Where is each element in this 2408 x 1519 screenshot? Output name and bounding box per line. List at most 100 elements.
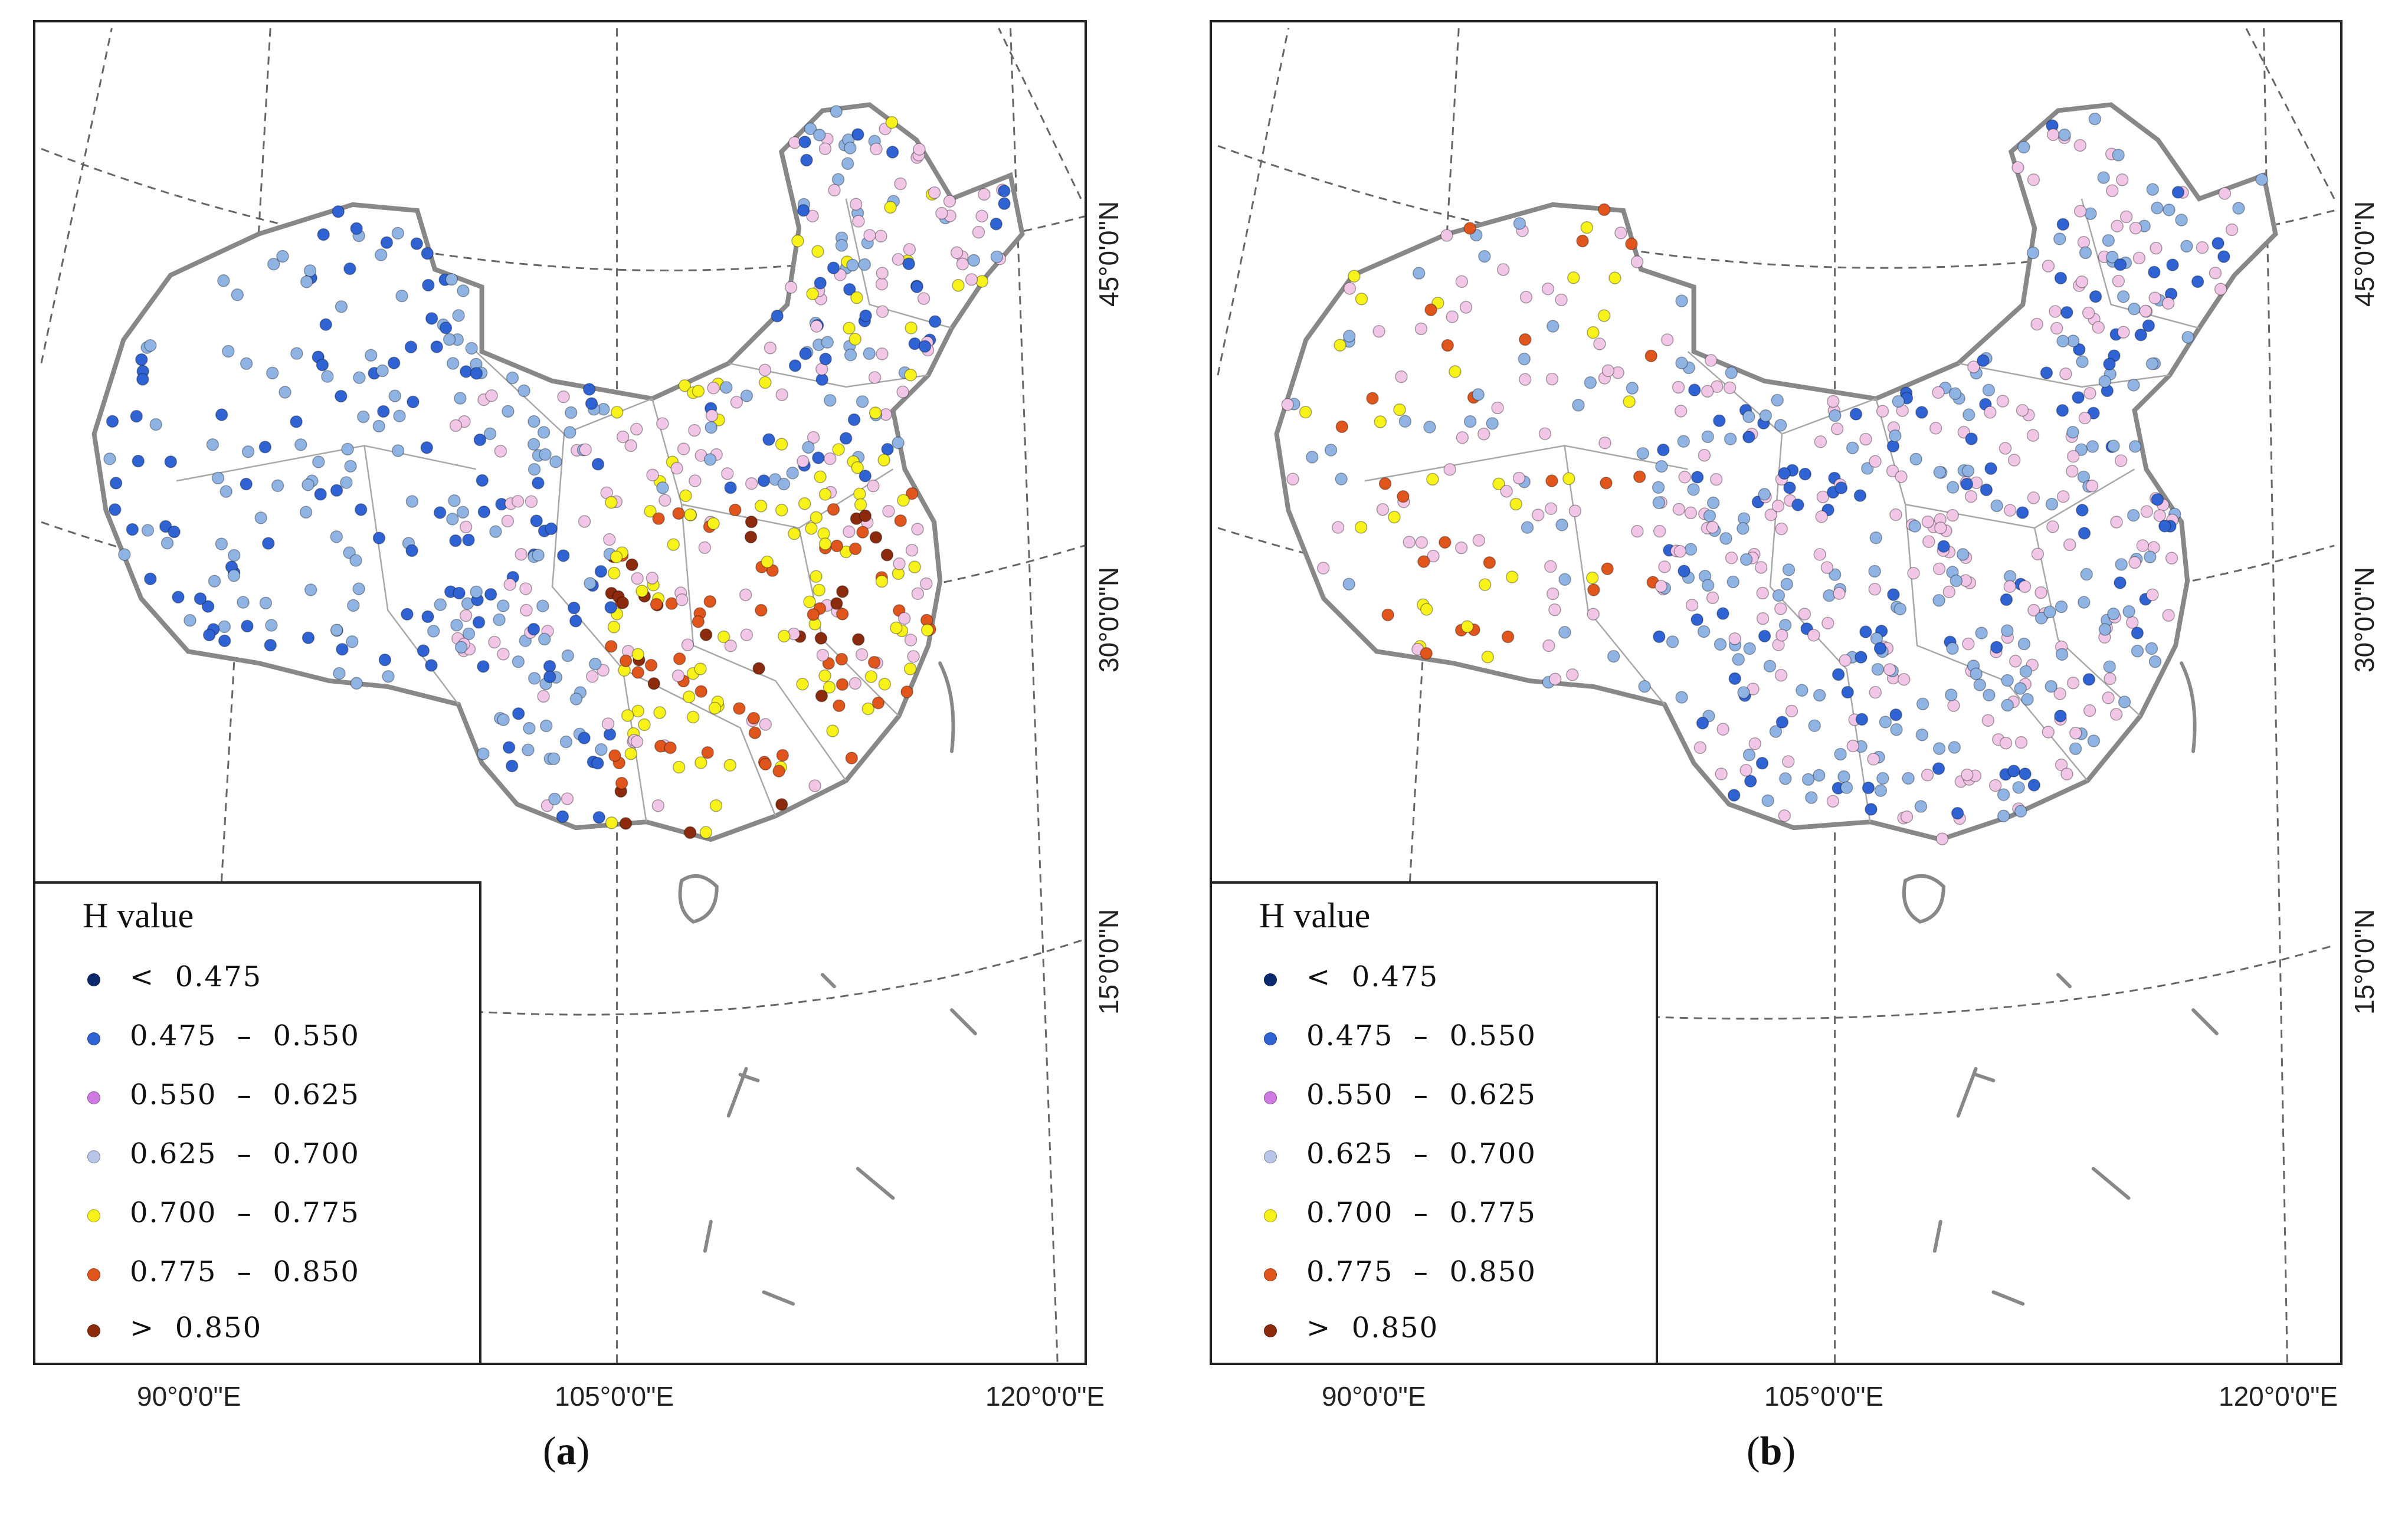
station-point [894, 514, 907, 527]
station-point [454, 641, 468, 654]
station-point [316, 358, 329, 372]
station-point [565, 406, 578, 419]
station-point [656, 481, 669, 494]
station-point [372, 419, 385, 433]
station-point [845, 752, 859, 765]
station-point [536, 599, 549, 612]
station-point [1774, 419, 1787, 432]
station-point [1841, 685, 1854, 699]
station-point [118, 548, 131, 561]
station-point [448, 494, 461, 507]
station-point [515, 548, 528, 561]
station-point [867, 480, 880, 493]
station-point [1706, 521, 1719, 534]
station-point [1934, 521, 1947, 534]
station-point [527, 622, 540, 636]
station-point [2107, 607, 2120, 621]
china-outline-a [91, 102, 1025, 842]
station-point [1869, 531, 1882, 544]
station-point [343, 546, 356, 559]
station-point [459, 609, 473, 622]
station-point [2049, 305, 2062, 318]
station-point [806, 287, 819, 300]
station-point [1742, 431, 1755, 444]
station-point [758, 363, 772, 377]
station-point [2077, 235, 2091, 249]
station-point [477, 505, 491, 519]
station-point [1348, 270, 1361, 283]
station-point [194, 592, 207, 605]
station-point [579, 443, 592, 456]
station-point [2110, 516, 2123, 529]
station-point [1519, 333, 1532, 346]
station-point [218, 634, 231, 648]
station-point [1893, 602, 1907, 616]
station-point [619, 654, 633, 667]
station-point [821, 336, 834, 349]
legend-label: 0.550 – 0.625 [130, 1078, 360, 1111]
station-point [2196, 241, 2209, 254]
station-point [1614, 227, 1627, 240]
station-point [1519, 290, 1533, 304]
station-point [2011, 161, 2024, 174]
station-point [918, 340, 932, 353]
station-point [908, 560, 921, 573]
station-point [227, 569, 241, 582]
station-point [267, 257, 280, 271]
station-point [2082, 306, 2095, 320]
station-point [1984, 406, 1997, 419]
station-point [1538, 427, 1552, 440]
station-point [911, 587, 925, 601]
station-point [1568, 504, 1582, 517]
station-point [231, 288, 244, 301]
station-point [2140, 505, 2153, 518]
legend-label: 0.775 – 0.850 [130, 1255, 360, 1288]
station-point [1395, 370, 1408, 383]
station-point [1423, 421, 1436, 434]
station-point [1946, 508, 1959, 522]
station-point [1883, 663, 1896, 676]
station-point [1652, 496, 1665, 509]
station-point [430, 340, 443, 353]
station-point [745, 477, 758, 490]
station-point [2056, 404, 2069, 417]
station-point [1688, 383, 1701, 396]
station-point [615, 776, 628, 790]
station-point [830, 539, 843, 553]
station-point [692, 615, 705, 628]
station-point [786, 467, 799, 480]
station-point [848, 542, 862, 555]
station-point [832, 443, 845, 456]
station-point [1513, 217, 1526, 230]
station-point [132, 454, 145, 468]
station-point [528, 462, 541, 476]
station-point [1587, 583, 1600, 596]
station-point [1814, 435, 1827, 448]
station-point [2127, 379, 2140, 392]
lon-label-105e-a: 105°0'0"E [555, 1381, 674, 1412]
station-point [1701, 385, 1714, 398]
station-point [864, 670, 878, 683]
station-point [2073, 139, 2087, 152]
station-point [502, 405, 515, 418]
station-point [1965, 432, 1978, 445]
station-point [788, 527, 801, 540]
station-point [395, 289, 408, 303]
legend-dot-icon [87, 1091, 100, 1104]
station-point [512, 707, 525, 720]
station-point [1558, 626, 1571, 639]
station-point [130, 409, 143, 423]
station-point [1701, 430, 1714, 444]
station-point [2214, 283, 2227, 296]
station-point [2003, 504, 2017, 517]
station-point [1509, 497, 1522, 511]
station-point [1388, 510, 1401, 524]
station-point [1545, 372, 1559, 386]
station-point [2007, 454, 2021, 467]
station-point [2026, 429, 2040, 442]
parallel-15n [446, 939, 1085, 1016]
station-point [1413, 267, 1426, 280]
station-point [1999, 736, 2013, 750]
station-point [847, 413, 861, 426]
station-point [1997, 788, 2010, 801]
